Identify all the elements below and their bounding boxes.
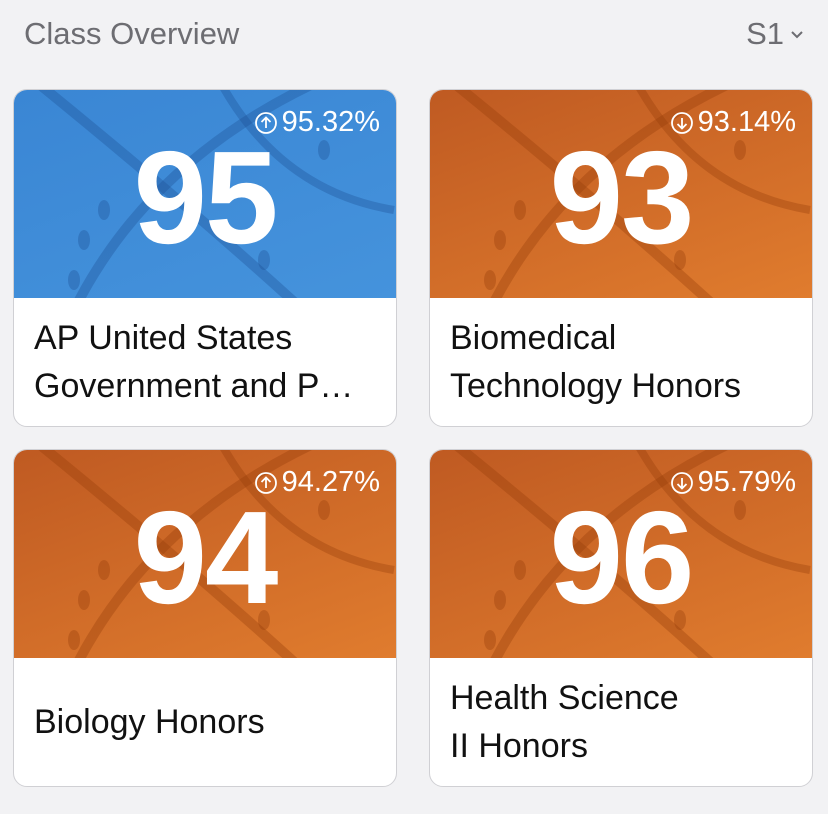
class-name-line: Biology Honors <box>34 703 265 741</box>
percent: 95.79% <box>697 466 796 498</box>
card-grid: 95.32% 95 AP United States Government and P… <box>13 89 813 787</box>
banner-pattern <box>38 450 395 658</box>
pattern-dot <box>78 590 90 610</box>
class-name: Biology Honors <box>14 658 396 786</box>
pattern-dot <box>734 140 746 160</box>
class-name-line: Biomedical <box>450 319 617 357</box>
class-card[interactable]: 93.14% 93 Biomedical Technology Honors <box>429 89 813 427</box>
class-name-line: AP United States <box>34 319 293 357</box>
trend-icon <box>254 111 277 134</box>
pattern-curve <box>38 90 298 298</box>
pattern-dot <box>258 610 270 630</box>
pattern-dot <box>484 630 496 650</box>
trend-arrow <box>676 477 687 490</box>
pattern-dot <box>318 140 330 160</box>
class-card[interactable]: 95.79% 96 Health Science II Honors <box>429 449 813 787</box>
class-card[interactable]: 95.32% 95 AP United States Government and P… <box>13 89 397 427</box>
pattern-curve <box>74 90 313 298</box>
pattern-curve <box>220 450 395 574</box>
class-card[interactable]: 94.27% 94 Biology Honors <box>13 449 397 787</box>
trend-icon <box>670 471 693 494</box>
pattern-dot <box>494 230 506 250</box>
pattern-curve <box>74 450 313 658</box>
percent-row: 95.32% <box>254 106 380 139</box>
pattern-dot <box>674 610 686 630</box>
percent-row: 95.79% <box>670 466 796 499</box>
card-banner: 95.79% 96 <box>430 450 812 658</box>
trend-icon <box>670 111 693 134</box>
card-banner: 93.14% 93 <box>430 90 812 298</box>
trend-arrow <box>260 115 271 128</box>
trend-circle <box>254 111 277 134</box>
pattern-curve <box>636 90 811 214</box>
grade: 95 <box>133 124 279 271</box>
pattern-dot <box>494 590 506 610</box>
trend-icon <box>254 471 277 494</box>
grade: 94 <box>133 484 279 631</box>
class-name: AP United States Government and P… <box>14 298 396 426</box>
trend-circle <box>670 111 693 134</box>
grade: 96 <box>549 484 695 631</box>
pattern-curve <box>490 450 729 658</box>
card-banner: 95.32% 95 <box>14 90 396 298</box>
pattern-dot <box>98 200 110 220</box>
term-label: S1 <box>746 16 784 51</box>
percent-row: 94.27% <box>254 466 380 499</box>
trend-arrow <box>260 475 271 488</box>
pattern-dot <box>318 500 330 520</box>
pattern-curve <box>454 450 714 658</box>
pattern-curve <box>454 90 714 298</box>
card-banner: 94.27% 94 <box>14 450 396 658</box>
trend-circle <box>670 471 693 494</box>
pattern-dot <box>78 230 90 250</box>
pattern-curve <box>636 450 811 574</box>
pattern-dot <box>734 500 746 520</box>
pattern-dot <box>68 270 80 290</box>
class-name: Health Science II Honors <box>430 658 812 786</box>
percent: 93.14% <box>697 106 796 138</box>
banner-pattern <box>38 90 395 298</box>
pattern-dot <box>484 270 496 290</box>
pattern-dot <box>514 560 526 580</box>
pattern-dot <box>68 630 80 650</box>
percent-row: 93.14% <box>670 106 796 139</box>
percent: 95.32% <box>281 106 380 138</box>
pattern-dot <box>674 250 686 270</box>
pattern-dot <box>258 250 270 270</box>
percent: 94.27% <box>281 466 380 498</box>
pattern-dot <box>514 200 526 220</box>
banner-pattern <box>454 90 811 298</box>
pattern-curve <box>38 450 298 658</box>
class-name-line: II Honors <box>450 727 588 765</box>
chevron-icon <box>791 31 803 39</box>
class-name: Biomedical Technology Honors <box>430 298 812 426</box>
trend-circle <box>254 471 277 494</box>
class-name-line: Government and P… <box>34 367 354 405</box>
class-name-line: Technology Honors <box>450 367 742 405</box>
class-name-line: Health Science <box>450 679 679 717</box>
pattern-curve <box>490 90 729 298</box>
trend-arrow <box>676 117 687 130</box>
pattern-dot <box>98 560 110 580</box>
grade: 93 <box>549 124 695 271</box>
term-selector[interactable]: S1 <box>746 16 804 52</box>
pattern-curve <box>220 90 395 214</box>
page-title: Class Overview <box>24 16 240 51</box>
banner-pattern <box>454 450 811 658</box>
